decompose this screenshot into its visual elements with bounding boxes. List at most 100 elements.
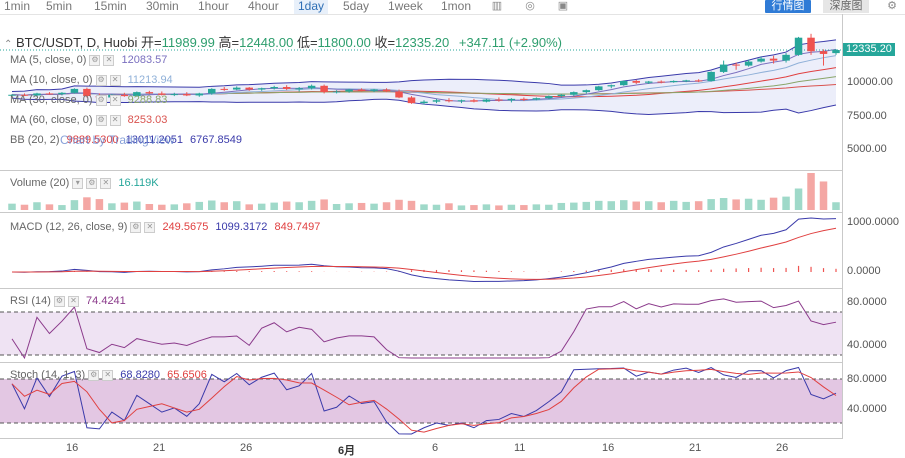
- volume-bar: [682, 201, 690, 210]
- rsi-band: [0, 312, 842, 355]
- price-tick: 7500.00: [847, 110, 887, 122]
- legend-ma60[interactable]: MA (60, close, 0) ⚙ ✕ 8253.03: [10, 114, 168, 126]
- fullscreen-icon[interactable]: ▣: [557, 0, 569, 12]
- tf-1day[interactable]: 1day: [294, 0, 329, 14]
- chevron-down-icon[interactable]: ▾: [72, 177, 84, 189]
- volume-bar: [108, 203, 116, 210]
- tf-1mon[interactable]: 1mon: [441, 0, 472, 13]
- close-icon[interactable]: ✕: [103, 54, 115, 66]
- candle-body: [320, 85, 328, 93]
- settings-icon[interactable]: ⚙: [95, 114, 107, 126]
- tf-15min[interactable]: 15min: [94, 0, 127, 13]
- volume-bar: [282, 201, 291, 210]
- close-icon[interactable]: ✕: [102, 369, 114, 381]
- legend-bb[interactable]: BB (20, 2) 9889.5300 13011.2051 6767.854…: [10, 134, 243, 146]
- volume-bar: [582, 201, 591, 210]
- candle-body: [332, 91, 341, 93]
- legend-stoch[interactable]: Stoch (14, 1, 3) ⚙ ✕ 68.8280 65.6506: [10, 369, 207, 381]
- volume-bar: [657, 202, 665, 210]
- settings-gear-icon[interactable]: ⚙: [887, 0, 897, 12]
- camera-icon[interactable]: ◎: [525, 0, 535, 12]
- candle-body: [819, 51, 828, 54]
- candle-body: [482, 99, 491, 102]
- volume-bar: [357, 202, 366, 210]
- legend-macd[interactable]: MACD (12, 26, close, 9) ⚙ ✕ 249.5675 1099.…: [10, 221, 321, 233]
- tf-5day[interactable]: 5day: [343, 0, 370, 13]
- legend-ma10[interactable]: MA (10, close, 0) ⚙ ✕ 11213.94: [10, 74, 173, 86]
- volume-bar: [832, 202, 840, 210]
- volume-bar: [120, 202, 129, 210]
- volume-bar: [307, 200, 316, 210]
- settings-icon[interactable]: ⚙: [88, 369, 100, 381]
- volume-bar: [195, 201, 204, 210]
- settings-icon[interactable]: ⚙: [95, 94, 107, 106]
- volume-bar: [707, 199, 715, 210]
- close-icon[interactable]: ✕: [144, 221, 156, 233]
- volume-bar: [58, 205, 66, 210]
- candle-body: [232, 87, 241, 90]
- candle-body: [20, 94, 29, 96]
- collapse-chevron-icon[interactable]: ⌃: [4, 39, 13, 50]
- volume-bar: [744, 198, 753, 210]
- macd-signal-line: [11, 227, 837, 280]
- x-label: 26: [776, 442, 789, 454]
- candle-body: [345, 89, 353, 92]
- candle-body: [644, 81, 653, 83]
- volume-bar: [95, 199, 104, 210]
- candle-body: [669, 80, 678, 83]
- indicators-icon[interactable]: ▥: [491, 0, 503, 12]
- close-icon[interactable]: ✕: [109, 94, 121, 106]
- settings-icon[interactable]: ⚙: [89, 54, 101, 66]
- volume-bar: [370, 203, 378, 210]
- candle-body: [794, 37, 803, 55]
- settings-icon[interactable]: ⚙: [95, 74, 107, 86]
- volume-bar: [782, 196, 790, 210]
- candle-body: [70, 88, 79, 93]
- volume-bar: [507, 204, 516, 210]
- candle-body: [620, 80, 628, 86]
- depth-view-button[interactable]: 深度图: [823, 0, 869, 13]
- legend-ma5[interactable]: MA (5, close, 0) ⚙ ✕ 12083.57: [10, 54, 168, 66]
- candle-body: [470, 100, 478, 102]
- legend-volume[interactable]: Volume (20) ▾ ⚙ ✕ 16.119K: [10, 177, 159, 189]
- volume-bar: [495, 205, 503, 210]
- macd-tick: 0.0000: [847, 265, 881, 277]
- volume-bar: [719, 198, 728, 210]
- low-value: 11800.00: [317, 35, 371, 50]
- tf-1week[interactable]: 1week: [388, 0, 423, 13]
- volume-bar: [33, 202, 41, 210]
- volume-bar: [632, 201, 640, 210]
- tf-30min[interactable]: 30min: [146, 0, 179, 13]
- close-value: 12335.20: [395, 35, 450, 50]
- close-icon[interactable]: ✕: [109, 114, 121, 126]
- candle-body: [607, 85, 616, 87]
- tf-1hour[interactable]: 1hour: [198, 0, 229, 13]
- tf-1min[interactable]: 1min: [4, 0, 31, 13]
- candle-body: [545, 96, 553, 99]
- symbol-title: BTC/USDT, D, Huobi: [16, 35, 138, 50]
- volume-bar: [432, 204, 441, 210]
- volume-bar: [644, 201, 653, 210]
- open-value: 11989.99: [161, 35, 215, 50]
- legend-rsi[interactable]: RSI (14) ⚙ ✕ 74.4241: [10, 295, 126, 307]
- candle-body: [183, 94, 191, 96]
- candle-body: [532, 98, 541, 100]
- candle-body: [83, 88, 91, 97]
- candle-body: [694, 80, 703, 82]
- legend-ma30[interactable]: MA (30, close, 0) ⚙ ✕ 9288.83: [10, 94, 168, 106]
- tradingview-watermark[interactable]: Chart by TradingView: [60, 133, 175, 147]
- chart-view-button[interactable]: 行情图: [765, 0, 811, 13]
- close-icon[interactable]: ✕: [67, 295, 79, 307]
- candle-body: [495, 99, 503, 101]
- settings-icon[interactable]: ⚙: [86, 177, 98, 189]
- volume-bar: [382, 202, 391, 210]
- candle-body: [707, 71, 715, 81]
- close-icon[interactable]: ✕: [109, 74, 121, 86]
- close-icon[interactable]: ✕: [100, 177, 112, 189]
- stoch-tick: 80.0000: [847, 373, 887, 385]
- tf-4hour[interactable]: 4hour: [248, 0, 279, 13]
- settings-icon[interactable]: ⚙: [130, 221, 142, 233]
- settings-icon[interactable]: ⚙: [53, 295, 65, 307]
- candle-body: [382, 89, 391, 92]
- tf-5min[interactable]: 5min: [46, 0, 73, 13]
